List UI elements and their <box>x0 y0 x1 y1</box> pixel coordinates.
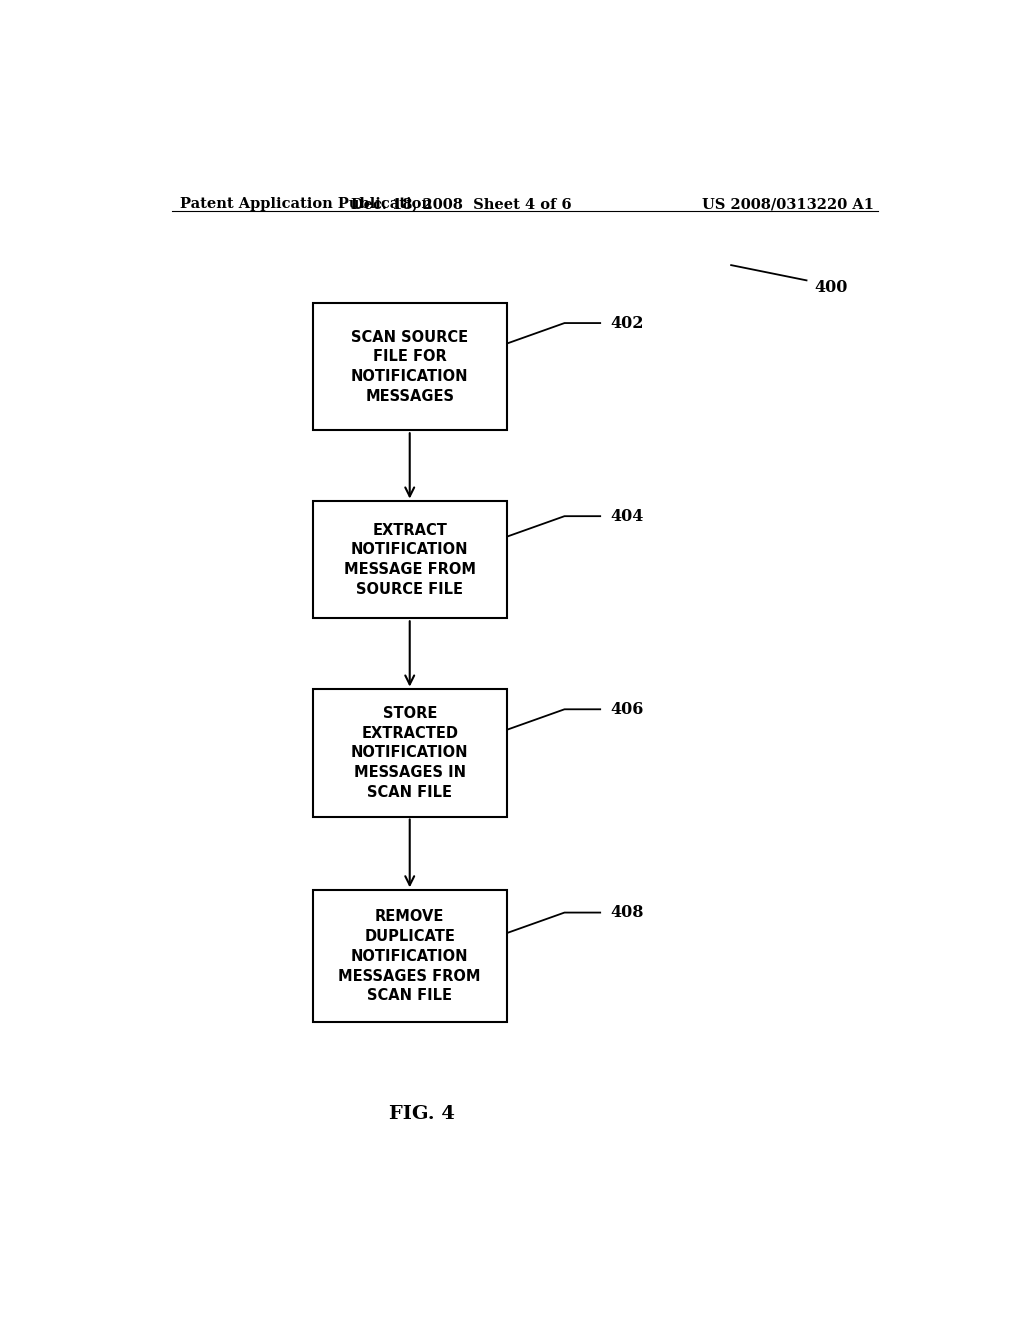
FancyBboxPatch shape <box>312 502 507 618</box>
Text: 402: 402 <box>610 314 644 331</box>
Text: Patent Application Publication: Patent Application Publication <box>179 197 431 211</box>
Text: 408: 408 <box>610 904 644 921</box>
Text: 404: 404 <box>610 508 644 524</box>
Text: US 2008/0313220 A1: US 2008/0313220 A1 <box>702 197 873 211</box>
Text: EXTRACT
NOTIFICATION
MESSAGE FROM
SOURCE FILE: EXTRACT NOTIFICATION MESSAGE FROM SOURCE… <box>344 523 476 597</box>
Text: SCAN SOURCE
FILE FOR
NOTIFICATION
MESSAGES: SCAN SOURCE FILE FOR NOTIFICATION MESSAG… <box>351 330 468 404</box>
FancyBboxPatch shape <box>312 689 507 817</box>
FancyBboxPatch shape <box>312 304 507 430</box>
Text: 400: 400 <box>814 279 848 296</box>
Text: REMOVE
DUPLICATE
NOTIFICATION
MESSAGES FROM
SCAN FILE: REMOVE DUPLICATE NOTIFICATION MESSAGES F… <box>339 909 481 1003</box>
Text: Dec. 18, 2008  Sheet 4 of 6: Dec. 18, 2008 Sheet 4 of 6 <box>351 197 571 211</box>
Text: 406: 406 <box>610 701 644 718</box>
FancyBboxPatch shape <box>312 890 507 1022</box>
Text: FIG. 4: FIG. 4 <box>389 1105 455 1123</box>
Text: STORE
EXTRACTED
NOTIFICATION
MESSAGES IN
SCAN FILE: STORE EXTRACTED NOTIFICATION MESSAGES IN… <box>351 706 468 800</box>
